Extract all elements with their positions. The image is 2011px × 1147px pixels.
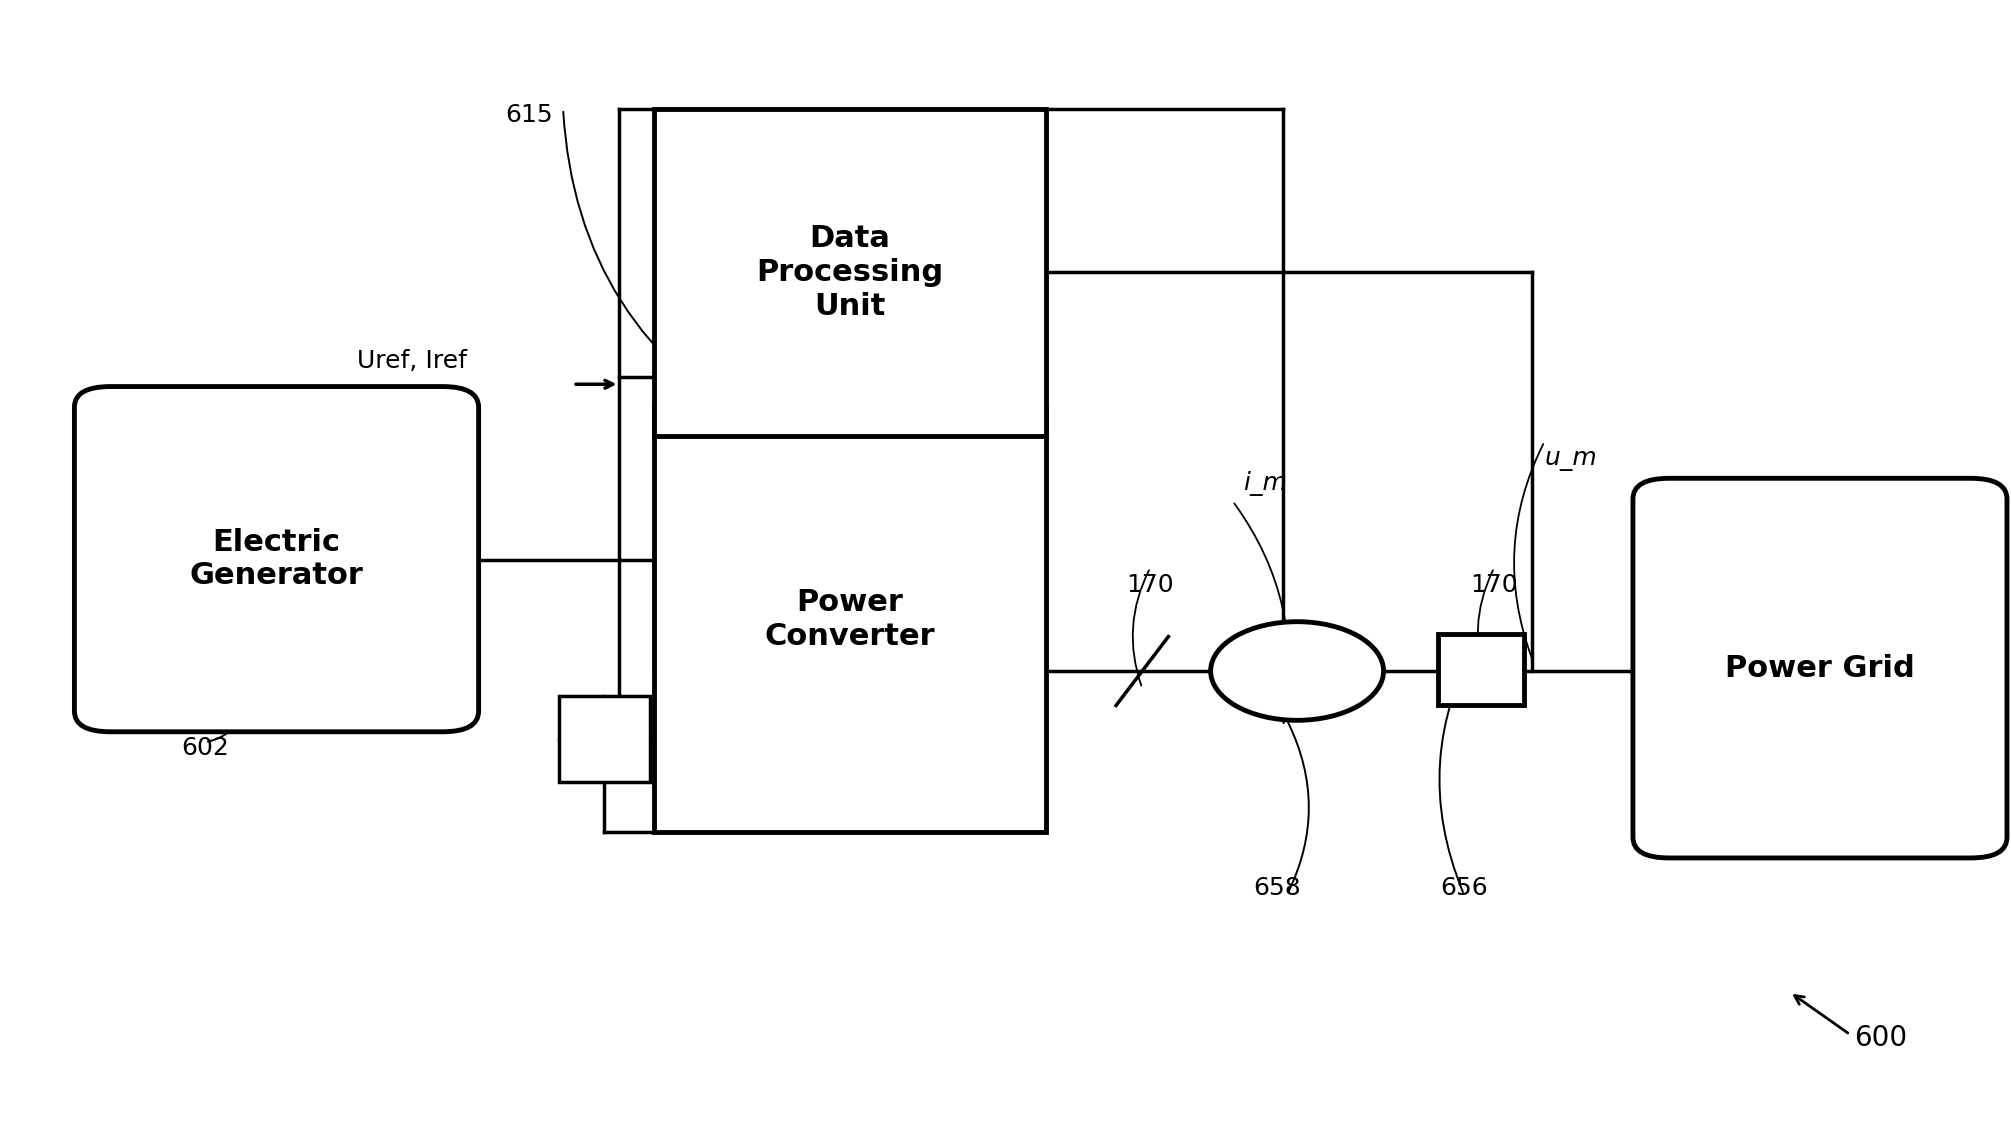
Text: Uref, Iref: Uref, Iref [358,349,467,373]
Text: 602: 602 [181,736,229,760]
Text: 150: 150 [1776,510,1824,535]
Text: 170: 170 [1470,574,1518,598]
FancyBboxPatch shape [74,387,479,732]
Text: 658: 658 [1253,876,1301,900]
Bar [1438,634,1524,705]
FancyBboxPatch shape [1633,478,2007,858]
Text: u_m: u_m [1544,447,1597,471]
Text: i_m: i_m [1243,470,1287,496]
Text: 110: 110 [831,438,879,462]
Text: Data
Processing
Unit: Data Processing Unit [756,225,943,320]
Text: 611: 611 [678,436,726,460]
Circle shape [1211,622,1384,720]
Text: Electric
Generator: Electric Generator [189,528,364,591]
Text: 170: 170 [1126,574,1174,598]
Text: Power Grid: Power Grid [1725,654,1914,682]
FancyBboxPatch shape [654,109,1046,436]
Text: 656: 656 [1440,876,1488,900]
FancyBboxPatch shape [654,407,1046,832]
Text: 615: 615 [505,103,553,127]
Text: Power
Converter: Power Converter [764,588,935,650]
Bar [559,696,650,782]
Text: 600: 600 [1854,1024,1906,1052]
